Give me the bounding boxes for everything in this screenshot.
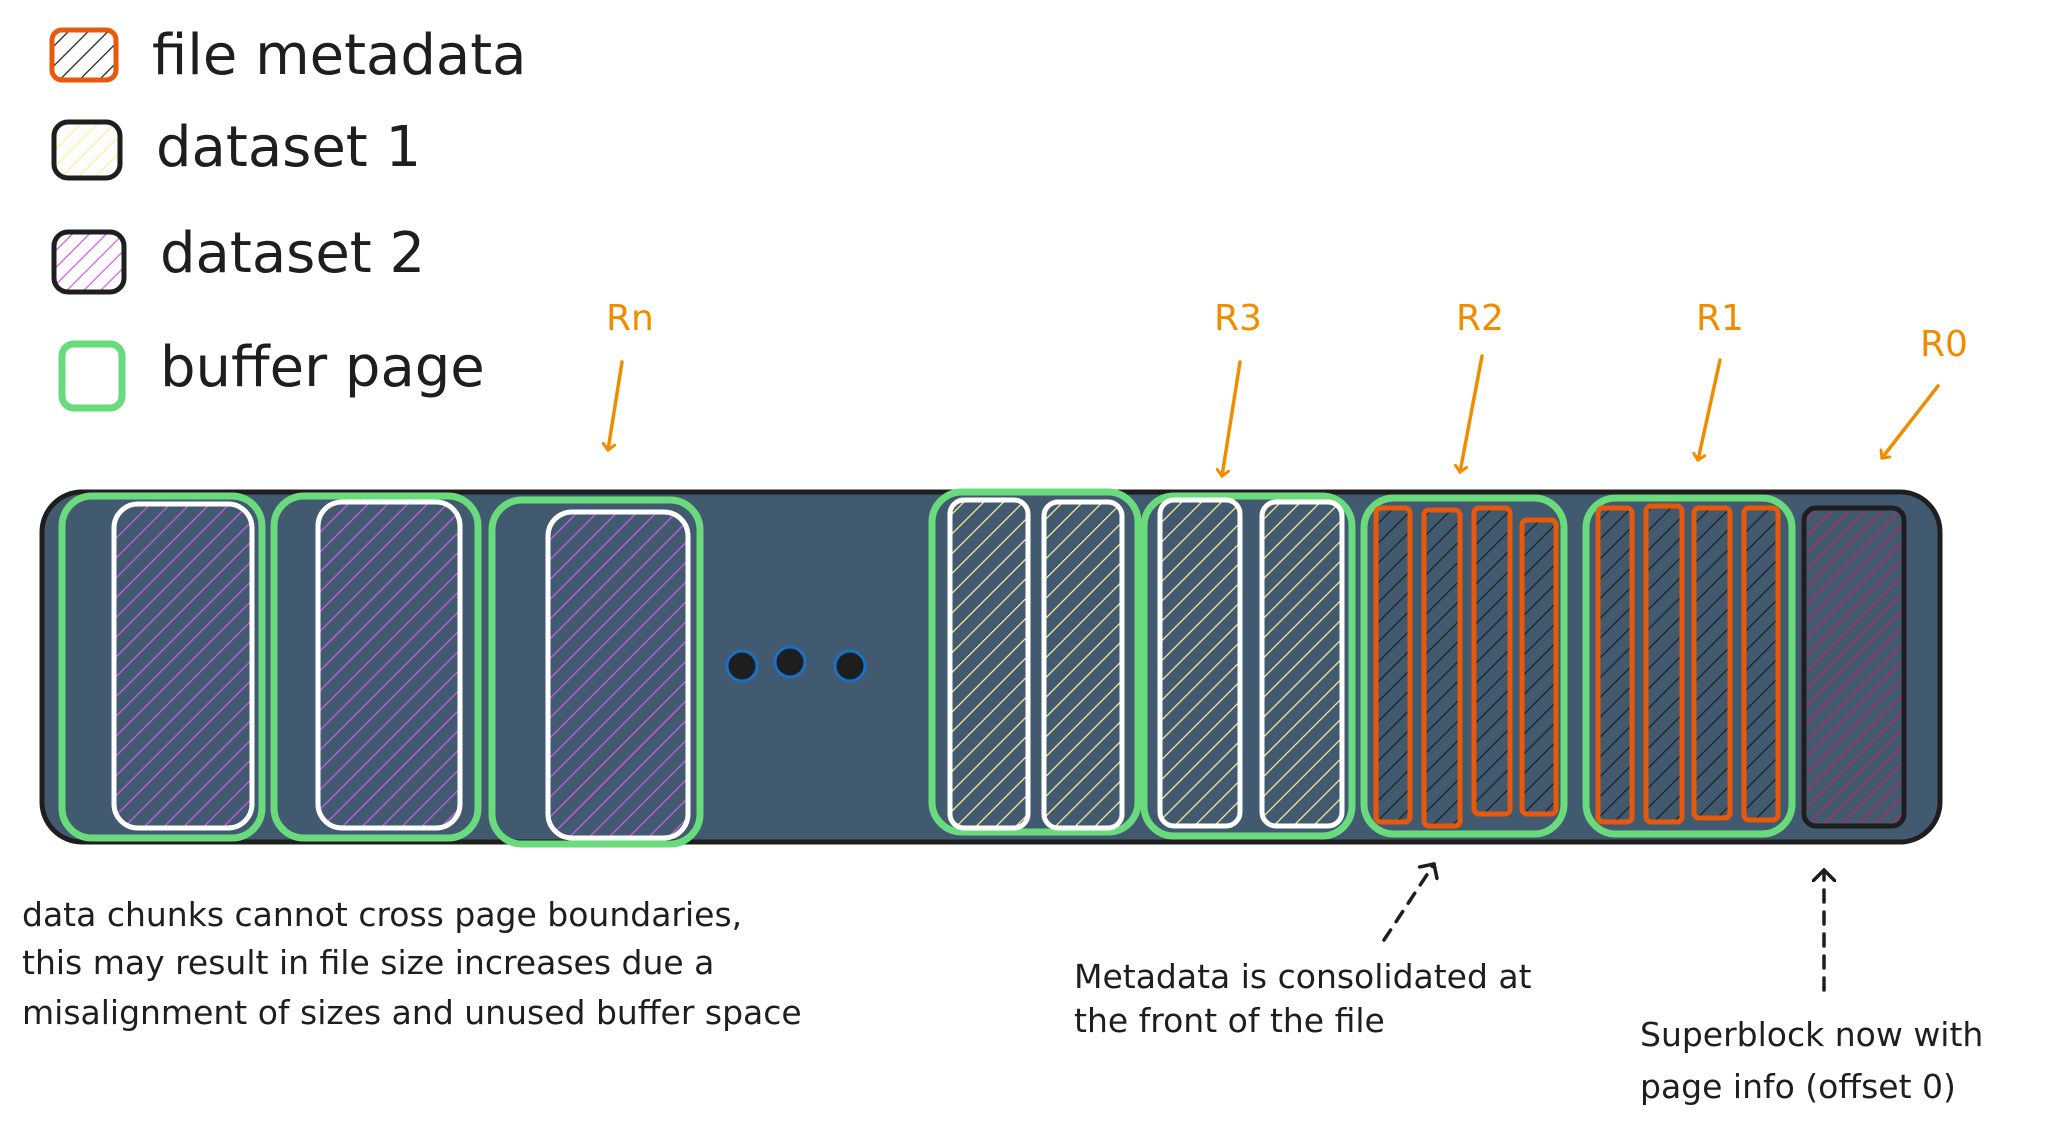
file-metadata-block: [1421, 507, 1463, 829]
file-metadata-block: [1595, 505, 1635, 825]
buffer-page-5: [1140, 492, 1356, 840]
region-arrow-r1: [1698, 358, 1722, 462]
dataset1-chunk: [1157, 497, 1243, 829]
legend-item-dataset1: dataset 1: [51, 115, 421, 181]
legend-swatch-file-metadata: [49, 27, 119, 83]
note-metadata-line2: the front of the file: [1074, 1001, 1385, 1040]
buffer-page-2: [270, 492, 482, 842]
region-label-r2: R2: [1456, 298, 1504, 339]
legend-item-dataset2: dataset 2: [51, 221, 425, 295]
ellipsis: [725, 645, 867, 683]
note-superblock-line2: page info (offset 0): [1640, 1067, 1956, 1106]
legend-swatch-dataset1: [51, 119, 123, 181]
buffer-page-7: [1582, 494, 1796, 838]
dataset2-chunks: [111, 499, 691, 841]
buffer-page-4: [928, 488, 1142, 836]
buffer-page-6: [1360, 494, 1568, 838]
note-chunks-line3: misalignment of sizes and unused buffer …: [22, 993, 802, 1032]
region-label-r0: R0: [1920, 324, 1968, 365]
note-metadata: Metadata is consolidated at the front of…: [1074, 957, 1532, 1040]
region-label-rn: Rn: [606, 298, 654, 339]
file-metadata-blocks: [1373, 503, 1781, 829]
region-arrow-rn: [608, 360, 624, 452]
note-data-chunks: data chunks cannot cross page boundaries…: [22, 895, 802, 1032]
note-chunks-line2: this may result in file size increases d…: [22, 943, 714, 982]
region-arrow-r3: [1222, 360, 1242, 478]
region-label-r1: R1: [1696, 298, 1744, 339]
buffer-page-3: [488, 496, 704, 848]
dataset2-chunk: [545, 509, 691, 841]
note-chunks-line1: data chunks cannot cross page boundaries…: [22, 895, 742, 934]
dataset1-chunk: [947, 497, 1031, 831]
region-markers: Rn R3 R2 R1 R0: [606, 298, 1968, 478]
legend-label-buffer-page: buffer page: [160, 335, 485, 400]
note-metadata-line1: Metadata is consolidated at: [1074, 957, 1532, 996]
note-superblock-line1: Superblock now with: [1640, 1015, 1983, 1054]
file-metadata-block: [1741, 505, 1781, 823]
file-metadata-block: [1643, 503, 1685, 825]
buffer-page-1: [58, 492, 266, 842]
buffer-pages: [58, 488, 1796, 848]
legend-label-file-metadata: file metadata: [152, 23, 527, 88]
metadata-callout-arrow: [1382, 862, 1434, 942]
legend-label-dataset1: dataset 1: [156, 115, 421, 180]
file-metadata-block: [1519, 517, 1559, 817]
file-metadata-block: [1691, 505, 1733, 821]
legend-swatch-buffer-page: [58, 340, 126, 412]
region-label-r3: R3: [1214, 298, 1262, 339]
legend-item-file-metadata: file metadata: [49, 23, 527, 88]
dataset1-chunks: [947, 497, 1345, 831]
callout-arrows: [1382, 862, 1824, 992]
ellipsis-dot: [773, 645, 807, 679]
legend-item-buffer-page: buffer page: [58, 335, 485, 412]
dataset1-chunk: [1259, 499, 1345, 829]
dataset2-chunk: [111, 501, 255, 831]
file-metadata-block: [1471, 505, 1513, 817]
file-metadata-block: [1373, 505, 1413, 825]
region-arrow-r2: [1460, 354, 1484, 474]
dataset2-chunk: [315, 499, 463, 831]
region-arrow-r0: [1882, 384, 1940, 460]
legend-swatch-dataset2: [51, 229, 127, 295]
superblock: [1801, 505, 1907, 829]
dataset1-chunk: [1041, 499, 1125, 831]
legend: file metadata dataset 1 dataset 2 buffer…: [49, 23, 527, 412]
legend-label-dataset2: dataset 2: [160, 221, 425, 286]
ellipsis-dot: [833, 649, 867, 683]
ellipsis-dot: [725, 649, 759, 683]
note-superblock: Superblock now with page info (offset 0): [1640, 1015, 1983, 1106]
